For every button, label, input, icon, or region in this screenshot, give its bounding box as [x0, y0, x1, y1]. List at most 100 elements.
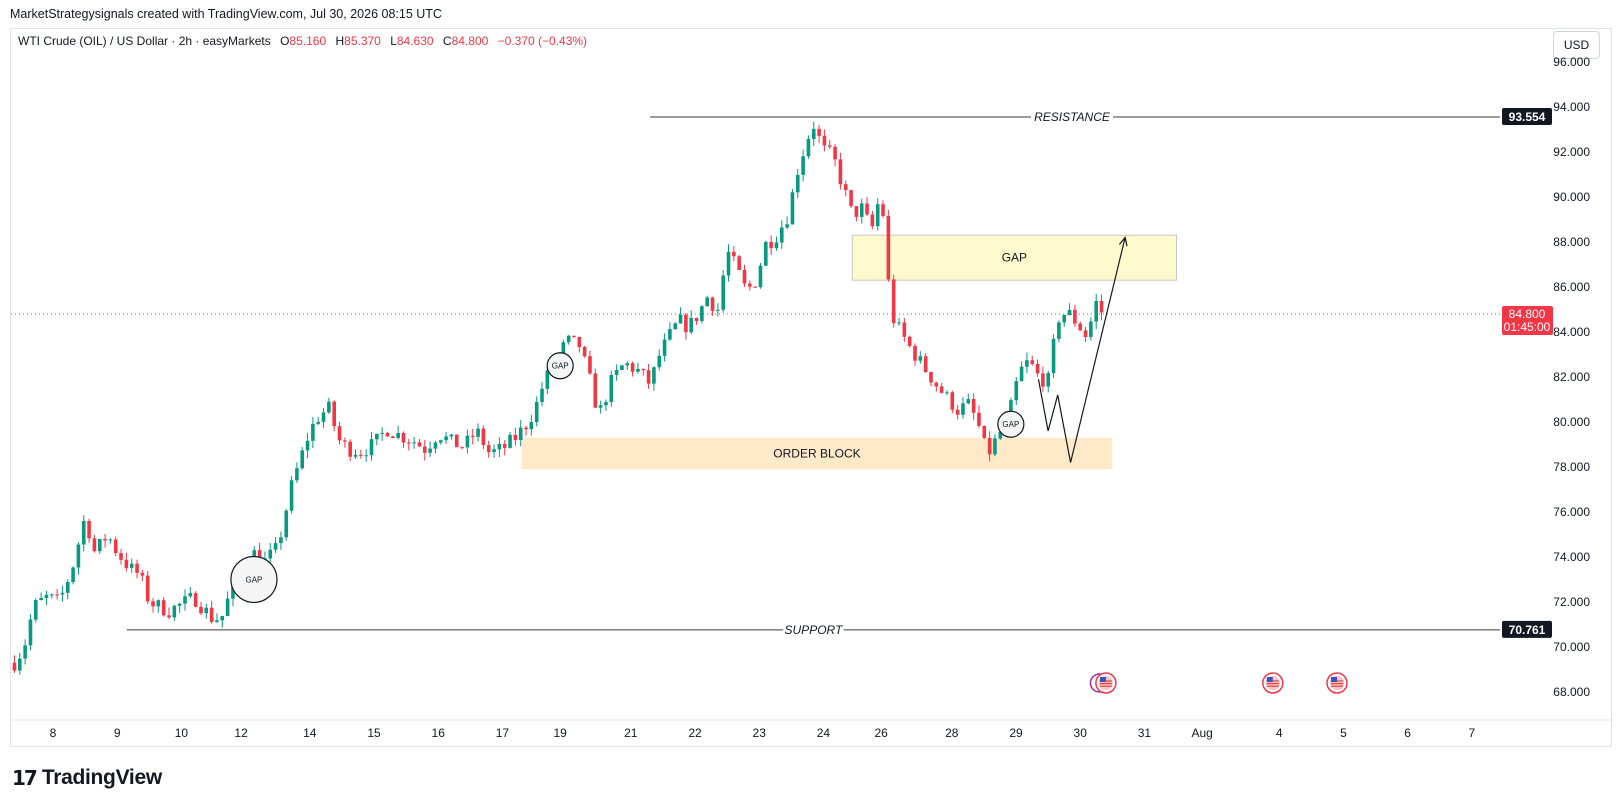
time-tick-label: 26 [875, 726, 889, 740]
resistance-price-tag [1502, 108, 1552, 125]
us-flag-icon [1095, 672, 1117, 694]
candle-down [113, 539, 118, 554]
current-price-tag [1502, 305, 1553, 335]
projection-path [1037, 237, 1126, 463]
candle-down [902, 322, 907, 337]
time-tick-label: 29 [1009, 726, 1023, 740]
candle-down [588, 356, 592, 374]
candle-down [827, 145, 832, 147]
candle-down [124, 559, 129, 568]
candle-up [273, 543, 278, 550]
candle-up [433, 442, 438, 449]
time-tick-label: 19 [554, 726, 568, 740]
candle-down [881, 204, 885, 216]
candle-down [1099, 301, 1104, 313]
projection-arrowhead [1118, 236, 1128, 247]
price-tick-label: 80.000 [1553, 415, 1590, 429]
candle-up [801, 156, 805, 175]
candle-up [1057, 322, 1061, 339]
candle-down [140, 572, 145, 576]
us-flag-icon [1262, 672, 1284, 694]
candle-up [811, 128, 816, 140]
time-tick-label: 21 [624, 726, 638, 740]
candle-down [209, 607, 214, 622]
time-tick-label: 16 [432, 726, 446, 740]
candle-up [561, 342, 566, 357]
zones: GAP ORDER BLOCK [521, 234, 1177, 470]
candle-up [497, 443, 502, 450]
candle-down [748, 283, 752, 287]
candle-up [225, 598, 230, 617]
support-label: SUPPORT [785, 623, 844, 637]
candle-down [417, 442, 422, 447]
order-block-zone [521, 437, 1113, 470]
us-flag-icon [1326, 672, 1348, 694]
candle-up [327, 401, 331, 413]
candle-up [758, 265, 763, 288]
candle-up [492, 449, 496, 453]
candle-up [875, 204, 880, 227]
time-axis[interactable]: 8 9 10 12 14 15 16 17 19 21 22 23 24 26 28 29 30 31 Aug 4 5 6… [50, 726, 1476, 740]
chart-frame [10, 28, 1612, 747]
candle-down [385, 432, 390, 437]
time-tick-label: 28 [945, 726, 959, 740]
candle-down [391, 436, 395, 439]
time-tick-label: 14 [303, 726, 317, 740]
candle-down [987, 438, 992, 455]
candle-up [44, 594, 49, 599]
annotations: GAP GAP GAP [230, 236, 1128, 604]
candle-up [316, 421, 321, 424]
gap-zone-label: GAP [1002, 251, 1027, 265]
candle-up [49, 594, 54, 596]
candle-down [593, 373, 598, 408]
candle-down [572, 335, 576, 337]
price-tick-label: 94.000 [1553, 100, 1590, 114]
candle-up [614, 369, 619, 375]
candle-up [1094, 301, 1098, 322]
candle-down [337, 426, 342, 441]
candle-down [865, 203, 869, 215]
gap-circle-label: GAP [552, 362, 569, 371]
ohlc-close-value: 84.800 [451, 34, 489, 48]
candle-up [476, 428, 480, 437]
candle-down [684, 314, 688, 333]
currency-selector[interactable]: USD [1553, 31, 1600, 59]
price-tick-label: 76.000 [1553, 505, 1590, 519]
ohlc-low-key: L [390, 34, 397, 48]
tradingview-logo-icon: 17 [12, 766, 38, 790]
candle-down [742, 269, 747, 284]
candle-down [119, 553, 123, 560]
price-change: −0.370 (−0.43%) [497, 34, 588, 48]
candle-down [934, 382, 939, 387]
time-tick-label: Aug [1192, 726, 1213, 740]
time-tick-label: 15 [367, 726, 381, 740]
candle-up [625, 363, 630, 366]
candle-down [87, 520, 91, 539]
candle-down [502, 443, 507, 448]
candle-up [545, 370, 550, 389]
price-axis[interactable]: 68.000 70.000 72.000 74.000 76.000 78.000 80.0… [11, 55, 1611, 721]
candle-up [609, 374, 614, 403]
candle-up [449, 434, 454, 437]
candle-down [1035, 363, 1040, 374]
resistance-label: RESISTANCE [1034, 110, 1111, 124]
candle-down [1083, 330, 1088, 337]
candle-up [657, 355, 662, 368]
time-tick-label: 22 [688, 726, 702, 740]
candle-up [604, 402, 608, 406]
price-tick-label: 82.000 [1553, 370, 1590, 384]
candle-down [582, 347, 587, 357]
candle-up [284, 510, 289, 538]
time-tick-label: 8 [50, 726, 57, 740]
candle-up [598, 405, 603, 408]
candle-up [774, 242, 779, 249]
candle-up [790, 192, 795, 225]
event-icons[interactable] [1089, 672, 1348, 694]
tradingview-logo[interactable]: 17 TradingView [12, 766, 162, 790]
candle-down [1030, 360, 1035, 364]
symbol-title[interactable]: WTI Crude (OIL) / US Dollar · 2h · easyM… [18, 34, 271, 48]
candle-down [929, 371, 933, 383]
candle-down [167, 615, 171, 618]
candle-down [923, 356, 928, 372]
